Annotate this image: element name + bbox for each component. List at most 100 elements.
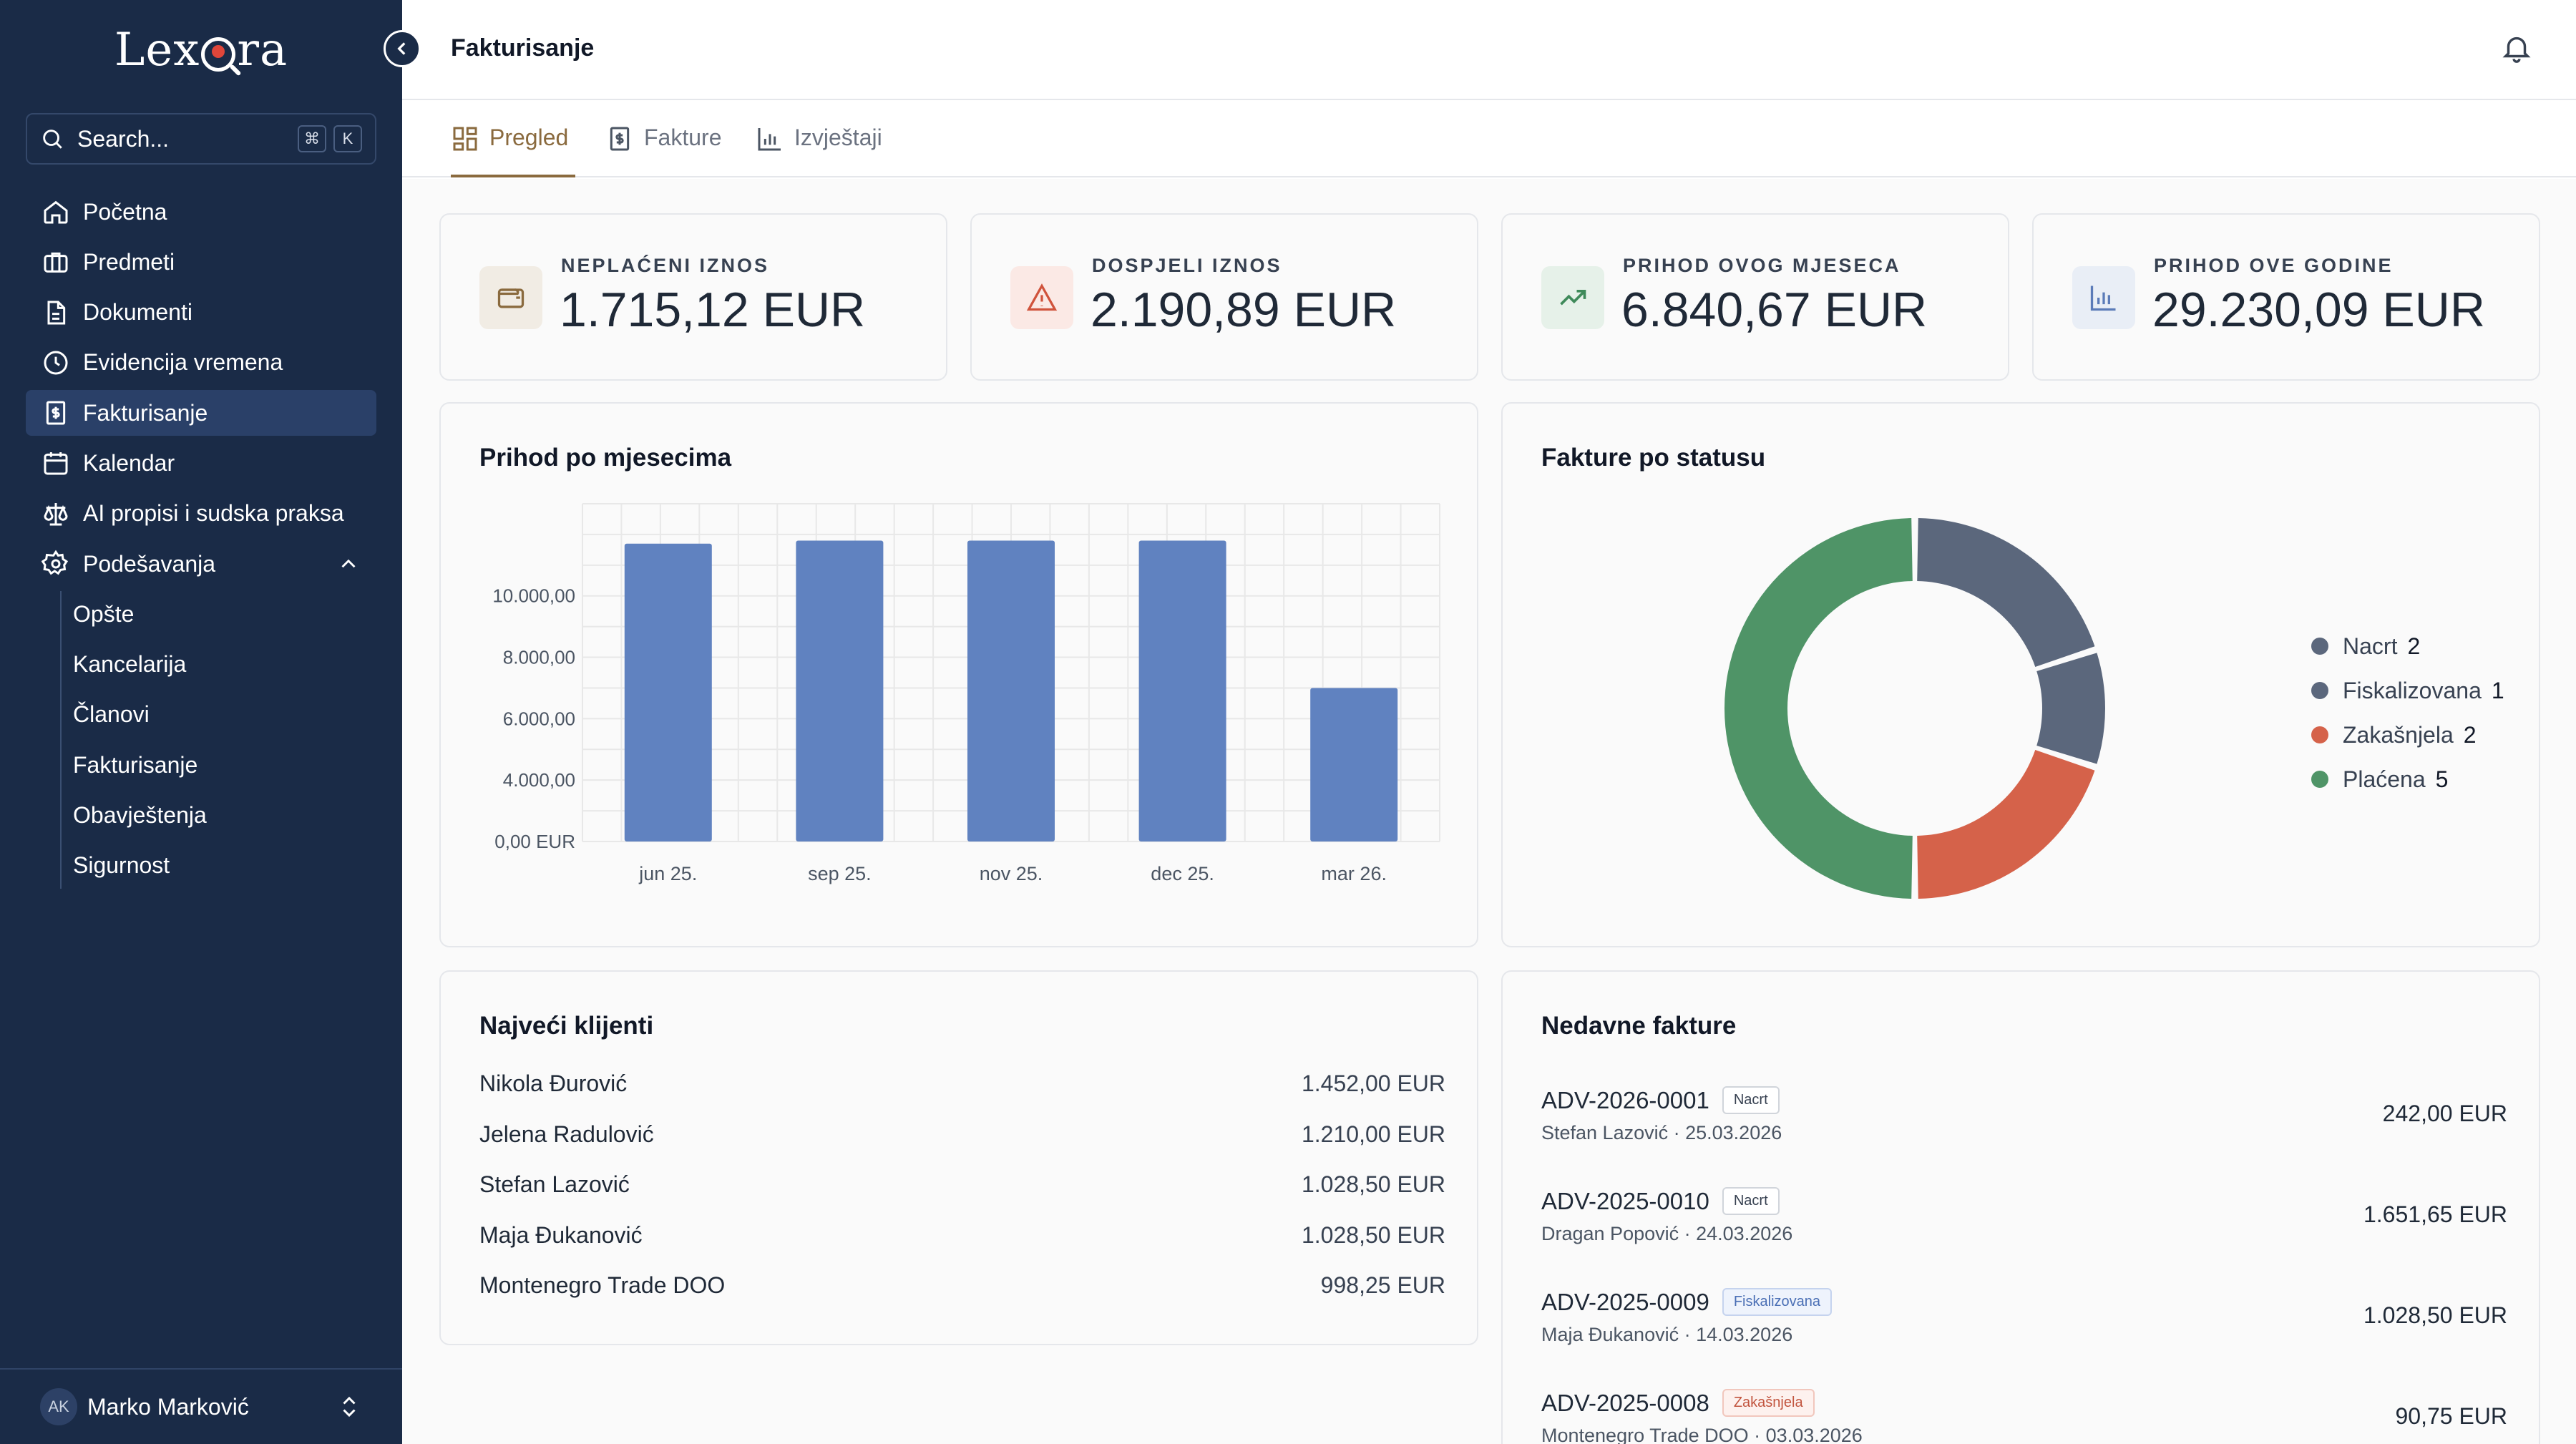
legend-label: Nacrt (2343, 633, 2398, 659)
tab-izvjestaji[interactable]: Izvještaji (756, 122, 882, 177)
wallet-icon (497, 288, 525, 308)
card-title: Nedavne fakture (1541, 1012, 1737, 1040)
sidebar-subitem-clanovi[interactable]: Članovi (73, 701, 150, 728)
legend-item[interactable]: Fiskalizovana 1 (2311, 668, 2504, 713)
invoice-number-wrap: ADV-2025-0008 Zakašnjela (1541, 1389, 1815, 1417)
user-name: Marko Marković (87, 1393, 249, 1420)
x-tick-label: nov 25. (980, 863, 1043, 884)
invoice-number-wrap: ADV-2025-0010 Nacrt (1541, 1187, 1780, 1215)
invoice-client: Montenegro Trade DOO (1541, 1425, 1749, 1444)
settings-subnav: Opšte Kancelarija Članovi Fakturisanje O… (60, 591, 376, 889)
legend-swatch (2311, 638, 2328, 655)
meta-separator: · (1668, 1122, 1686, 1143)
bar[interactable] (796, 540, 884, 841)
avatar: AK (40, 1388, 77, 1425)
bar[interactable] (1310, 688, 1398, 841)
client-amount: 1.028,50 EUR (1301, 1171, 1445, 1197)
card-title: Najveći klijenti (479, 1012, 654, 1040)
logo[interactable]: Lex ra (0, 14, 402, 86)
invoice-meta: Stefan Lazović · 25.03.2026 (1541, 1122, 1782, 1144)
stat-icon-wrap (1541, 266, 1604, 329)
sidebar-item-fakturisanje[interactable]: Fakturisanje (26, 390, 376, 436)
search-input[interactable]: Search... ⌘ K (26, 113, 376, 165)
tab-label: Fakture (644, 125, 722, 150)
home-icon (44, 200, 68, 224)
legend-item[interactable]: Plaćena 5 (2311, 757, 2504, 801)
stat-card-unpaid: NEPLAĆENI IZNOS 1.715,12 EUR (439, 213, 947, 381)
legend-count: 5 (2435, 766, 2449, 792)
tab-bar: Pregled Fakture Izvještaji (402, 100, 2576, 177)
sidebar-item-ai-propisi[interactable]: AI propisi i sudska praksa (26, 491, 376, 537)
bar-chart-icon (758, 128, 781, 151)
client-row[interactable]: Montenegro Trade DOO 998,25 EUR (479, 1272, 1445, 1308)
sidebar-subitem-sigurnost[interactable]: Sigurnost (73, 852, 170, 879)
gear-icon (42, 550, 69, 575)
stat-value: 29.230,09 EUR (2152, 283, 2485, 337)
invoice-row[interactable]: ADV-2026-0001 Nacrt Stefan Lazović · 25.03… (1541, 1086, 2507, 1158)
invoice-row[interactable]: ADV-2025-0008 Zakašnjela Montenegro Trade … (1541, 1389, 2507, 1444)
status-chart-card: Fakture po statusu Nacrt 2 Fiskalizovana 1 Z… (1501, 402, 2540, 947)
legend-item[interactable]: Zakašnjela 2 (2311, 713, 2504, 757)
sidebar-subitem-kancelarija[interactable]: Kancelarija (73, 651, 187, 678)
sidebar-item-label: Kalendar (83, 449, 175, 476)
invoice-client: Stefan Lazović (1541, 1122, 1669, 1143)
sidebar-item-predmeti[interactable]: Predmeti (26, 239, 376, 285)
chevron-up-icon[interactable] (336, 552, 361, 576)
briefcase-icon (44, 253, 68, 273)
stat-card-year-revenue: PRIHOD OVE GODINE 29.230,09 EUR (2032, 213, 2540, 381)
invoice-client: Dragan Popović (1541, 1223, 1679, 1244)
invoice-number: ADV-2026-0001 (1541, 1086, 1709, 1113)
sidebar-subitem-fakturisanje[interactable]: Fakturisanje (73, 751, 198, 778)
pie-slice[interactable] (1917, 750, 2095, 899)
collapse-sidebar-button[interactable] (384, 30, 421, 67)
sidebar-item-kalendar[interactable]: Kalendar (26, 440, 376, 486)
invoice-row[interactable]: ADV-2025-0009 Fiskalizovana Maja Đukanović… (1541, 1288, 2507, 1360)
tab-pregled[interactable]: Pregled (451, 122, 575, 177)
invoice-row[interactable]: ADV-2025-0010 Nacrt Dragan Popović · 24.03… (1541, 1187, 2507, 1259)
y-tick-label: 8.000,00 (503, 647, 575, 668)
sidebar-subitem-opste[interactable]: Opšte (73, 600, 135, 627)
sidebar-item-label: Evidencija vremena (83, 349, 283, 376)
status-badge: Zakašnjela (1722, 1389, 1815, 1417)
client-row[interactable]: Maja Đukanović 1.028,50 EUR (479, 1222, 1445, 1258)
chart-legend: Nacrt 2 Fiskalizovana 1 Zakašnjela 2 Plaćena 5 (2311, 624, 2504, 801)
legend-count: 2 (2463, 721, 2477, 748)
page-title: Fakturisanje (451, 34, 595, 62)
logo-prefix: Lex (114, 24, 200, 77)
y-tick-label: 6.000,00 (503, 708, 575, 729)
bell-icon[interactable] (2500, 31, 2533, 64)
client-row[interactable]: Stefan Lazović 1.028,50 EUR (479, 1171, 1445, 1207)
tab-fakture[interactable]: Fakture (605, 122, 721, 177)
invoice-icon (46, 401, 66, 425)
status-donut-chart (1724, 518, 2105, 899)
stat-label: PRIHOD OVE GODINE (2154, 255, 2394, 276)
sidebar-item-dokumenti[interactable]: Dokumenti (26, 290, 376, 336)
sidebar-subitem-obavjestenja[interactable]: Obavještenja (73, 802, 207, 829)
pie-slice[interactable] (1724, 518, 1913, 899)
sidebar-item-evidencija[interactable]: Evidencija vremena (26, 340, 376, 386)
meta-separator: · (1679, 1324, 1697, 1345)
sidebar-item-podesavanja[interactable]: Podešavanja (26, 541, 376, 587)
stat-card-month-revenue: PRIHOD OVOG MJESECA 6.840,67 EUR (1501, 213, 2009, 381)
user-menu[interactable]: AK Marko Marković (0, 1368, 402, 1444)
client-row[interactable]: Nikola Đurović 1.452,00 EUR (479, 1070, 1445, 1106)
clock-icon (44, 351, 68, 375)
bar[interactable] (1138, 540, 1226, 841)
x-tick-label: jun 25. (638, 863, 697, 884)
stat-icon-wrap (479, 266, 542, 329)
invoice-amount: 242,00 EUR (2382, 1101, 2507, 1126)
stat-value: 6.840,67 EUR (1621, 283, 1928, 337)
sidebar-item-label: AI propisi i sudska praksa (83, 500, 344, 527)
pie-slice[interactable] (1917, 518, 2095, 667)
sidebar-item-pocetna[interactable]: Početna (26, 189, 376, 235)
top-clients-card: Najveći klijenti Nikola Đurović 1.452,00 … (439, 970, 1478, 1345)
client-row[interactable]: Jelena Radulović 1.210,00 EUR (479, 1121, 1445, 1157)
logo-suffix: ra (237, 24, 288, 77)
legend-item[interactable]: Nacrt 2 (2311, 624, 2504, 668)
bar[interactable] (624, 543, 712, 841)
stat-card-overdue: DOSPJELI IZNOS 2.190,89 EUR (970, 213, 1478, 381)
sidebar-nav: Početna Predmeti Dokumenti Evidencija vr… (26, 189, 376, 893)
pie-slice[interactable] (2036, 653, 2105, 764)
bar[interactable] (967, 540, 1055, 841)
